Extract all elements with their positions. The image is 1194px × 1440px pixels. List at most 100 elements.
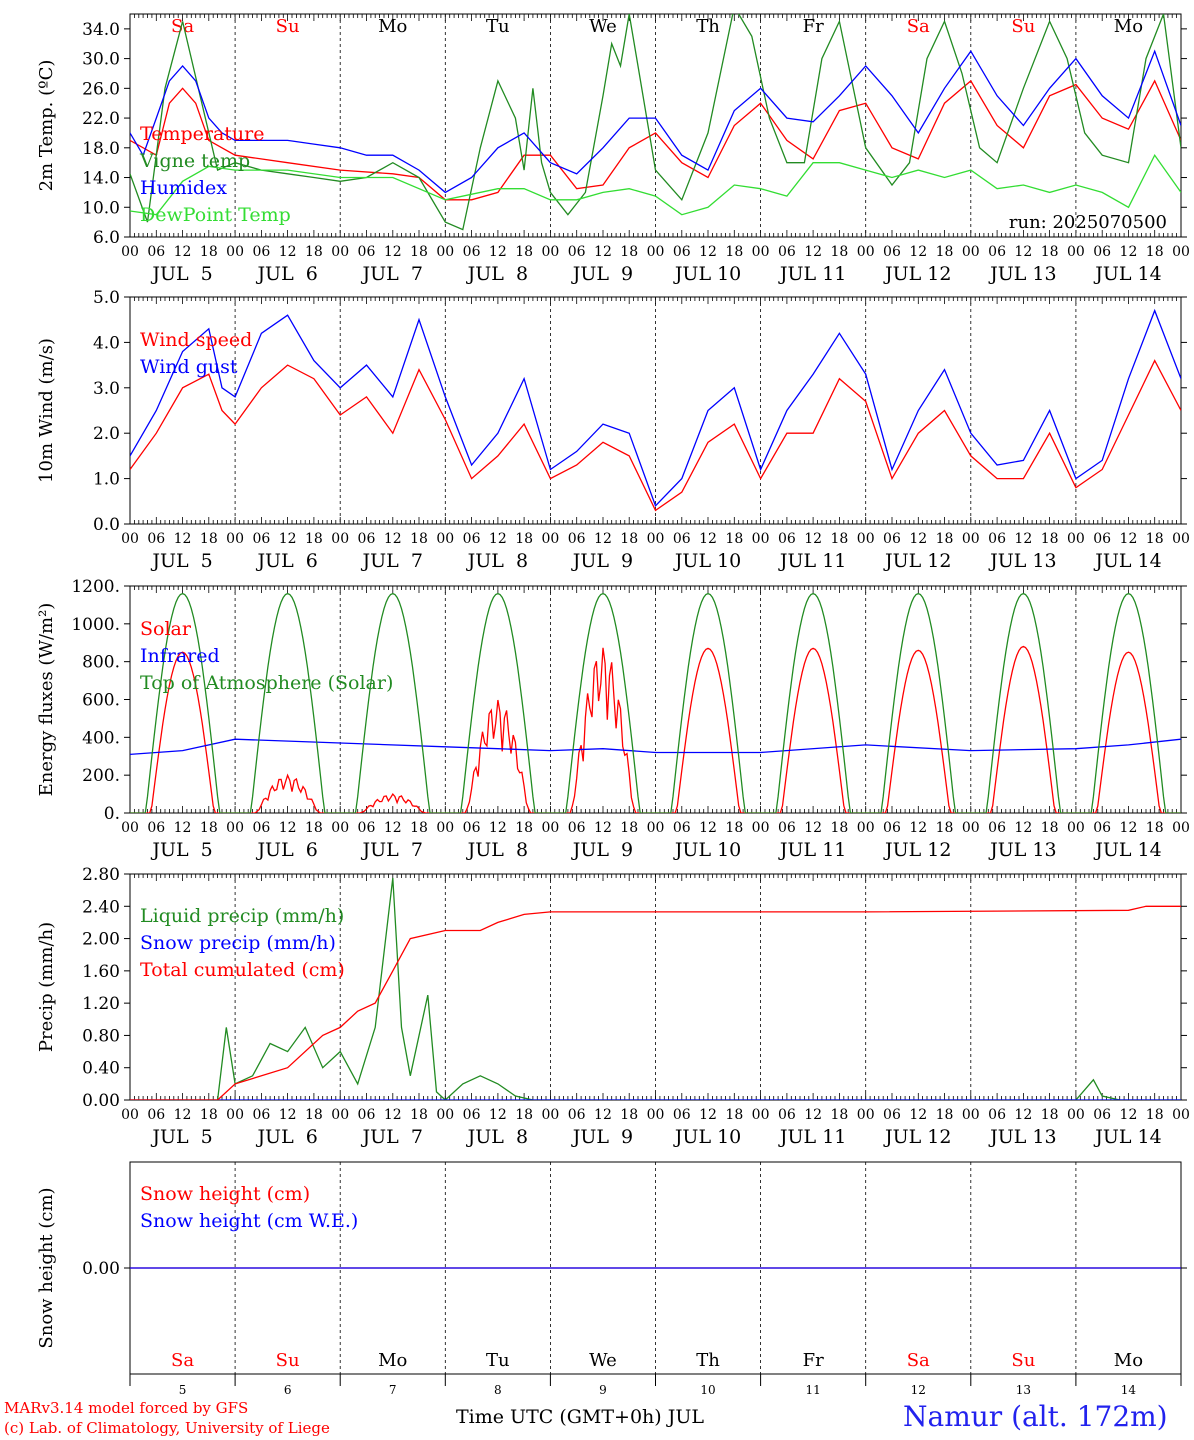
y-axis-label: 10m Wind (m/s) <box>36 338 57 483</box>
x-hour-label: 06 <box>778 1107 796 1123</box>
x-hour-label: 06 <box>358 1107 376 1123</box>
x-day-number: 5 <box>179 1383 187 1397</box>
x-hour-label: 18 <box>410 1107 428 1123</box>
x-day-label: JUL 7 <box>361 839 423 861</box>
y-tick-label: 2.0 <box>93 424 120 444</box>
x-day-label: JUL 6 <box>255 839 317 861</box>
x-hour-label: 18 <box>410 531 428 547</box>
x-day-label: JUL 9 <box>571 1126 633 1148</box>
x-hour-label: 00 <box>1067 1107 1085 1123</box>
day-ticks <box>129 1374 1182 1386</box>
x-day-label: JUL 10 <box>673 839 741 861</box>
x-hour-label: 06 <box>358 820 376 836</box>
x-hour-label: 18 <box>936 244 954 260</box>
x-hour-label: 18 <box>831 531 849 547</box>
x-hour-label: 12 <box>174 1107 192 1123</box>
x-hour-label: 18 <box>936 1107 954 1123</box>
x-day-number: 6 <box>284 1383 292 1397</box>
x-hour-label: 00 <box>647 1107 665 1123</box>
x-hour-label: 18 <box>305 820 323 836</box>
x-day-label: JUL 9 <box>571 263 633 285</box>
x-hour-label: 12 <box>699 244 717 260</box>
x-day-label: JUL 12 <box>883 1126 951 1148</box>
x-hour-label: 12 <box>489 531 507 547</box>
weekday-label: Mo <box>378 16 407 37</box>
weekday-label: Sa <box>907 16 930 37</box>
x-day-label: JUL 9 <box>571 839 633 861</box>
x-day-label: JUL 13 <box>988 550 1056 572</box>
series-line <box>130 359 1181 512</box>
y-tick-label: 5.0 <box>93 288 120 308</box>
weekday-label: Tu <box>486 1350 510 1371</box>
x-hour-label: 12 <box>489 820 507 836</box>
x-hour-label: 12 <box>384 820 402 836</box>
x-hour-label: 12 <box>804 244 822 260</box>
x-hour-label: 06 <box>568 244 586 260</box>
x-hour-label: 18 <box>725 531 743 547</box>
x-day-number: 10 <box>700 1383 715 1397</box>
series-line <box>130 79 1181 201</box>
x-hour-label: 00 <box>331 531 349 547</box>
x-hour-label: 06 <box>147 820 165 836</box>
x-hour-label: 18 <box>515 1107 533 1123</box>
legend-entry: Vigne temp <box>139 150 250 172</box>
x-day-label: JUL 7 <box>361 550 423 572</box>
x-hour-label: 18 <box>305 1107 323 1123</box>
x-hour-label: 06 <box>883 531 901 547</box>
x-hour-label: 00 <box>121 531 139 547</box>
x-hour-label: 12 <box>1120 820 1138 836</box>
x-hour-label: 06 <box>673 531 691 547</box>
x-hour-label: 00 <box>226 531 244 547</box>
hour-ticks <box>129 586 1182 813</box>
x-day-label: JUL 6 <box>255 263 317 285</box>
x-hour-label: 12 <box>1014 244 1032 260</box>
x-hour-label: 18 <box>620 820 638 836</box>
y-tick-label: 2.00 <box>82 930 120 950</box>
y-tick-label: 0.40 <box>82 1059 120 1079</box>
x-hour-label: 18 <box>831 244 849 260</box>
x-hour-label: 00 <box>541 244 559 260</box>
x-day-label: JUL 11 <box>778 839 846 861</box>
y-tick-label: 6.0 <box>93 228 120 248</box>
x-hour-label: 00 <box>436 820 454 836</box>
x-hour-label: 06 <box>358 244 376 260</box>
x-hour-label: 06 <box>463 244 481 260</box>
x-hour-label: 18 <box>1041 1107 1059 1123</box>
x-hour-label: 06 <box>778 531 796 547</box>
x-hour-label: 18 <box>1041 531 1059 547</box>
x-hour-label: 00 <box>331 244 349 260</box>
x-hour-label: 06 <box>252 1107 270 1123</box>
x-hour-label: 18 <box>620 244 638 260</box>
x-hour-label: 18 <box>1146 244 1164 260</box>
y-tick-label: 600. <box>82 691 120 711</box>
x-hour-label: 00 <box>752 244 770 260</box>
x-day-number: 7 <box>389 1383 397 1397</box>
x-hour-label: 06 <box>988 1107 1006 1123</box>
y-tick-label: 400. <box>82 728 120 748</box>
legend-entry: Humidex <box>140 177 227 199</box>
y-tick-label: 18.0 <box>82 139 120 159</box>
x-hour-label: 00 <box>857 1107 875 1123</box>
x-hour-label: 12 <box>804 1107 822 1123</box>
x-day-label: JUL 10 <box>673 263 741 285</box>
x-hour-label: 18 <box>200 820 218 836</box>
x-hour-label: 12 <box>909 531 927 547</box>
x-day-label: JUL 14 <box>1093 1126 1161 1148</box>
legend-entry: Top of Atmosphere (Solar) <box>140 672 393 694</box>
y-tick-label: 1000. <box>71 615 120 635</box>
hour-ticks <box>129 14 1182 237</box>
legend-entry: Solar <box>140 618 192 640</box>
x-hour-label: 12 <box>594 244 612 260</box>
x-day-label: JUL 12 <box>883 263 951 285</box>
credit-line-1: MARv3.14 model forced by GFS <box>4 1399 249 1417</box>
series-line <box>130 592 1181 813</box>
x-day-label: JUL 7 <box>361 263 423 285</box>
x-hour-label: 06 <box>463 1107 481 1123</box>
x-day-label: JUL 8 <box>466 839 528 861</box>
weekday-label: Mo <box>1114 16 1143 37</box>
legend-entry: DewPoint Temp <box>140 204 291 226</box>
y-tick-label: 4.0 <box>93 333 120 353</box>
x-hour-label: 06 <box>883 244 901 260</box>
hour-ticks <box>129 297 1182 524</box>
weekday-label: Th <box>696 16 720 37</box>
